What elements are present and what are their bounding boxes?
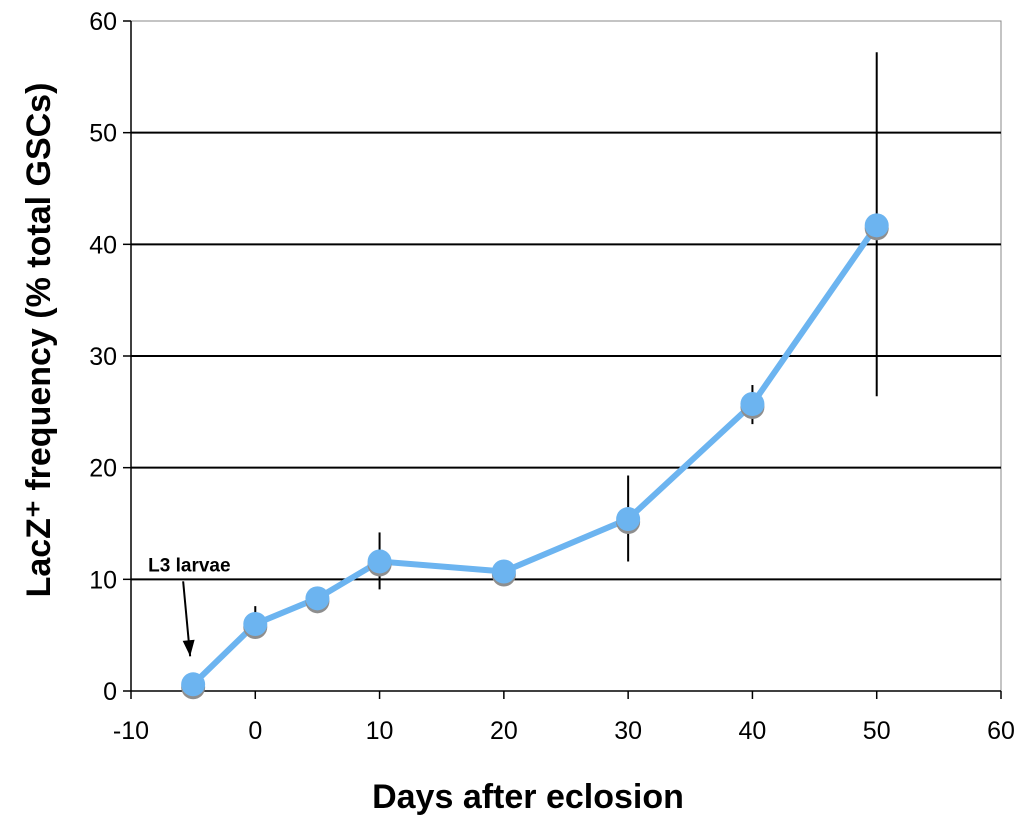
- y-axis-title: LacZ⁺ frequency (% total GSCs): [20, 83, 58, 598]
- y-tick-label: 0: [103, 678, 117, 706]
- y-axis: 0 10 20 30 40 50 60: [89, 8, 132, 706]
- annotations: L3 larvae: [148, 555, 231, 657]
- x-tick-label: 60: [987, 717, 1015, 745]
- data-point: [491, 559, 516, 584]
- y-tick-label: 60: [89, 8, 117, 36]
- data-point: [367, 549, 392, 574]
- y-tick-label: 30: [89, 343, 117, 371]
- x-axis-title: Days after eclosion: [372, 778, 684, 816]
- x-tick-label: 30: [614, 717, 642, 745]
- x-axis: -10 0 10 20 30 40 50 60: [113, 690, 1015, 745]
- x-tick-label: 0: [248, 717, 262, 745]
- y-tick-label: 20: [89, 455, 117, 483]
- data-point: [181, 672, 206, 697]
- data-point: [243, 612, 268, 636]
- x-tick-label: -10: [113, 717, 149, 745]
- x-tick-label: 50: [863, 717, 891, 745]
- data-point: [616, 507, 641, 532]
- annotation-arrow-head: [182, 639, 195, 657]
- data-point: [305, 586, 330, 611]
- y-tick-label: 40: [89, 231, 117, 259]
- y-tick-label: 10: [89, 566, 117, 594]
- data-point: [740, 392, 765, 417]
- data-point: [864, 213, 889, 238]
- y-tick-label: 50: [89, 120, 117, 148]
- annotation-label: L3 larvae: [148, 555, 230, 576]
- x-tick-label: 10: [366, 717, 394, 745]
- data-points: [181, 213, 889, 700]
- grid-lines: [131, 131, 1001, 581]
- x-tick-label: 40: [739, 717, 767, 745]
- x-tick-label: 20: [490, 717, 518, 745]
